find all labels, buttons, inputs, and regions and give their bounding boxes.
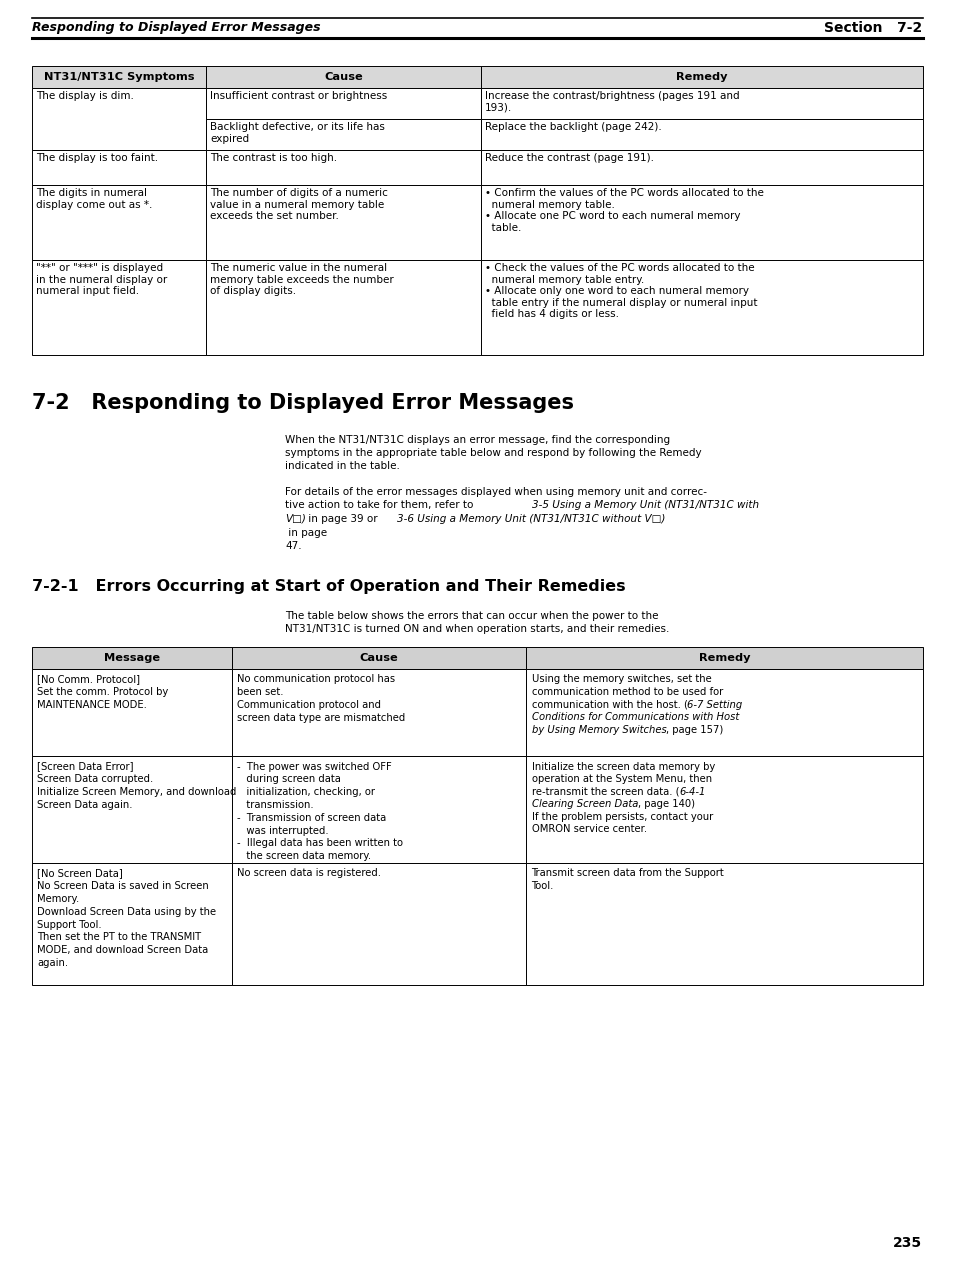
Text: Conditions for Communications with Host: Conditions for Communications with Host xyxy=(531,713,738,723)
Text: The numeric value in the numeral
memory table exceeds the number
of display digi: The numeric value in the numeral memory … xyxy=(210,262,394,297)
Text: in page: in page xyxy=(285,527,327,538)
Bar xyxy=(525,756,922,864)
Text: 6-4-1: 6-4-1 xyxy=(679,786,704,796)
Text: Using the memory switches, set the: Using the memory switches, set the xyxy=(531,675,711,685)
Text: For details of the error messages displayed when using memory unit and correc-: For details of the error messages displa… xyxy=(285,487,707,497)
Text: by Using Memory Switches: by Using Memory Switches xyxy=(531,725,665,734)
Text: The table below shows the errors that can occur when the power to the
NT31/NT31C: The table below shows the errors that ca… xyxy=(285,611,669,634)
Text: Cause: Cause xyxy=(324,72,362,82)
Text: 7-2   Responding to Displayed Error Messages: 7-2 Responding to Displayed Error Messag… xyxy=(31,393,573,413)
Text: , page 157): , page 157) xyxy=(665,725,722,734)
Text: 47.: 47. xyxy=(285,541,302,552)
Text: communication method to be used for: communication method to be used for xyxy=(531,687,722,697)
Text: [No Screen Data]
No Screen Data is saved in Screen
Memory.
Download Screen Data : [No Screen Data] No Screen Data is saved… xyxy=(37,869,216,967)
Bar xyxy=(232,647,525,670)
Text: Responding to Displayed Error Messages: Responding to Displayed Error Messages xyxy=(31,22,320,34)
Bar xyxy=(480,119,922,150)
Text: -  The power was switched OFF
   during screen data
   initialization, checking,: - The power was switched OFF during scre… xyxy=(237,762,403,861)
Bar xyxy=(232,670,525,756)
Text: communication with the host. (: communication with the host. ( xyxy=(531,700,687,710)
Text: Backlight defective, or its life has
expired: Backlight defective, or its life has exp… xyxy=(210,122,385,143)
Text: Reduce the contrast (page 191).: Reduce the contrast (page 191). xyxy=(484,153,653,164)
Text: , page 140): , page 140) xyxy=(638,799,694,809)
Text: • Check the values of the PC words allocated to the
  numeral memory table entry: • Check the values of the PC words alloc… xyxy=(484,262,757,320)
Text: No communication protocol has
been set.
Communication protocol and
screen data t: No communication protocol has been set. … xyxy=(237,675,405,723)
Bar xyxy=(31,756,232,864)
Text: 6-7 Setting: 6-7 Setting xyxy=(687,700,741,710)
Text: No screen data is registered.: No screen data is registered. xyxy=(237,869,381,879)
Text: The display is dim.: The display is dim. xyxy=(35,91,133,101)
Bar xyxy=(525,864,922,985)
Bar xyxy=(232,864,525,985)
Bar xyxy=(31,670,232,756)
Bar xyxy=(31,66,206,87)
Text: 235: 235 xyxy=(892,1236,922,1250)
Bar xyxy=(232,756,525,864)
Bar xyxy=(206,260,480,355)
Bar xyxy=(525,670,922,756)
Text: Remedy: Remedy xyxy=(675,72,726,82)
Text: Insufficient contrast or brightness: Insufficient contrast or brightness xyxy=(210,91,387,101)
Text: 3-5 Using a Memory Unit (NT31/NT31C with: 3-5 Using a Memory Unit (NT31/NT31C with xyxy=(532,501,759,511)
Text: Tool.: Tool. xyxy=(531,881,554,891)
Text: NT31/NT31C Symptoms: NT31/NT31C Symptoms xyxy=(44,72,193,82)
Text: Message: Message xyxy=(104,653,160,663)
Bar xyxy=(480,260,922,355)
Text: When the NT31/NT31C displays an error message, find the corresponding
symptoms i: When the NT31/NT31C displays an error me… xyxy=(285,435,701,472)
Text: 3-6 Using a Memory Unit (NT31/NT31C without V□): 3-6 Using a Memory Unit (NT31/NT31C with… xyxy=(396,514,664,524)
Text: Transmit screen data from the Support: Transmit screen data from the Support xyxy=(531,869,723,879)
Text: The contrast is too high.: The contrast is too high. xyxy=(210,153,337,164)
Text: [Screen Data Error]
Screen Data corrupted.
Initialize Screen Memory, and downloa: [Screen Data Error] Screen Data corrupte… xyxy=(37,762,236,810)
Bar xyxy=(480,185,922,260)
Text: re-transmit the screen data. (: re-transmit the screen data. ( xyxy=(531,786,679,796)
Text: Replace the backlight (page 242).: Replace the backlight (page 242). xyxy=(484,122,660,132)
Text: tive action to take for them, refer to: tive action to take for them, refer to xyxy=(285,501,476,511)
Bar xyxy=(31,864,232,985)
Bar xyxy=(525,647,922,670)
Bar xyxy=(206,119,480,150)
Text: "**" or "***" is displayed
in the numeral display or
numeral input field.: "**" or "***" is displayed in the numera… xyxy=(35,262,167,297)
Bar xyxy=(206,185,480,260)
Text: OMRON service center.: OMRON service center. xyxy=(531,824,646,834)
Text: Clearing Screen Data: Clearing Screen Data xyxy=(531,799,638,809)
Bar xyxy=(31,185,206,260)
Text: 7-2-1   Errors Occurring at Start of Operation and Their Remedies: 7-2-1 Errors Occurring at Start of Opera… xyxy=(31,579,624,593)
Bar xyxy=(31,87,206,150)
Text: • Confirm the values of the PC words allocated to the
  numeral memory table.
• : • Confirm the values of the PC words all… xyxy=(484,188,762,233)
Text: If the problem persists, contact your: If the problem persists, contact your xyxy=(531,812,712,822)
Text: Section   7-2: Section 7-2 xyxy=(823,22,922,36)
Text: Cause: Cause xyxy=(359,653,398,663)
Bar xyxy=(480,66,922,87)
Bar xyxy=(480,150,922,185)
Text: [No Comm. Protocol]
Set the comm. Protocol by
MAINTENANCE MODE.: [No Comm. Protocol] Set the comm. Protoc… xyxy=(37,675,168,710)
Bar xyxy=(206,87,480,119)
Text: Remedy: Remedy xyxy=(698,653,749,663)
Bar xyxy=(480,87,922,119)
Text: Initialize the screen data memory by: Initialize the screen data memory by xyxy=(531,762,714,771)
Bar xyxy=(31,647,232,670)
Bar xyxy=(206,150,480,185)
Text: The display is too faint.: The display is too faint. xyxy=(35,153,157,164)
Text: Increase the contrast/brightness (pages 191 and
193).: Increase the contrast/brightness (pages … xyxy=(484,91,739,113)
Bar xyxy=(31,260,206,355)
Bar xyxy=(31,150,206,185)
Text: The number of digits of a numeric
value in a numeral memory table
exceeds the se: The number of digits of a numeric value … xyxy=(210,188,388,221)
Text: The digits in numeral
display come out as *.: The digits in numeral display come out a… xyxy=(35,188,152,209)
Text: operation at the System Menu, then: operation at the System Menu, then xyxy=(531,773,711,784)
Text: in page 39 or: in page 39 or xyxy=(305,514,380,524)
Text: V□): V□) xyxy=(285,514,306,524)
Bar xyxy=(206,66,480,87)
